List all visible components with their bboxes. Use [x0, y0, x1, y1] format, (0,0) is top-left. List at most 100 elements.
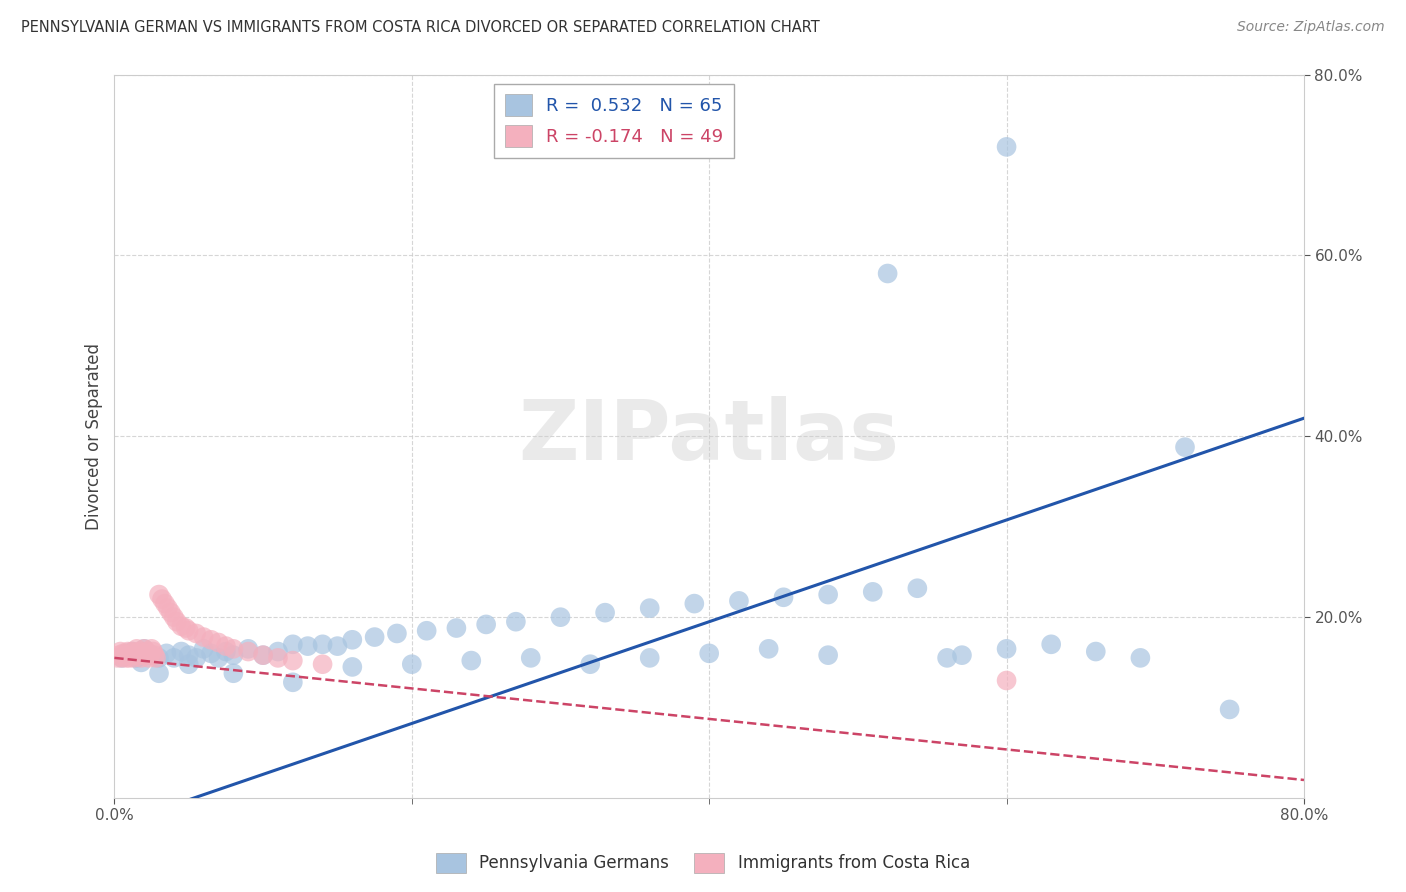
- Point: [505, 615, 527, 629]
- Point: [252, 648, 274, 662]
- Point: [163, 651, 186, 665]
- Point: [163, 610, 186, 624]
- Point: [111, 651, 134, 665]
- Point: [142, 644, 165, 658]
- Point: [905, 581, 928, 595]
- Legend: Pennsylvania Germans, Immigrants from Costa Rica: Pennsylvania Germans, Immigrants from Co…: [429, 847, 977, 880]
- Point: [148, 666, 170, 681]
- Point: [177, 657, 200, 672]
- Point: [127, 644, 149, 658]
- Point: [150, 592, 173, 607]
- Point: [134, 641, 156, 656]
- Point: [129, 656, 152, 670]
- Point: [446, 621, 468, 635]
- Point: [193, 641, 215, 656]
- Point: [1219, 702, 1241, 716]
- Point: [215, 644, 238, 658]
- Text: ZIPatlas: ZIPatlas: [519, 396, 900, 477]
- Point: [281, 675, 304, 690]
- Point: [207, 651, 229, 665]
- Text: PENNSYLVANIA GERMAN VS IMMIGRANTS FROM COSTA RICA DIVORCED OR SEPARATED CORRELAT: PENNSYLVANIA GERMAN VS IMMIGRANTS FROM C…: [21, 20, 820, 35]
- Point: [995, 673, 1018, 688]
- Point: [862, 585, 884, 599]
- Point: [105, 651, 128, 665]
- Point: [186, 651, 208, 665]
- Point: [385, 626, 408, 640]
- Point: [311, 637, 333, 651]
- Point: [267, 651, 290, 665]
- Point: [772, 591, 794, 605]
- Point: [1084, 644, 1107, 658]
- Point: [111, 651, 134, 665]
- Point: [593, 606, 616, 620]
- Point: [697, 646, 720, 660]
- Point: [936, 651, 959, 665]
- Point: [148, 588, 170, 602]
- Point: [174, 621, 197, 635]
- Point: [115, 651, 138, 665]
- Point: [148, 651, 170, 665]
- Point: [121, 644, 143, 658]
- Point: [758, 641, 780, 656]
- Point: [200, 632, 222, 647]
- Point: [135, 648, 157, 662]
- Point: [460, 654, 482, 668]
- Point: [817, 648, 839, 662]
- Point: [995, 641, 1018, 656]
- Point: [579, 657, 602, 672]
- Point: [141, 641, 163, 656]
- Point: [117, 644, 139, 658]
- Point: [950, 648, 973, 662]
- Point: [166, 615, 188, 629]
- Point: [519, 651, 541, 665]
- Point: [115, 646, 138, 660]
- Point: [297, 639, 319, 653]
- Point: [153, 597, 176, 611]
- Point: [207, 635, 229, 649]
- Point: [1040, 637, 1063, 651]
- Point: [683, 597, 706, 611]
- Point: [222, 666, 245, 681]
- Point: [145, 651, 167, 665]
- Point: [125, 641, 148, 656]
- Point: [728, 594, 751, 608]
- Point: [131, 646, 153, 660]
- Point: [177, 648, 200, 662]
- Point: [114, 648, 136, 662]
- Point: [342, 660, 364, 674]
- Point: [121, 644, 143, 658]
- Point: [550, 610, 572, 624]
- Point: [118, 648, 141, 662]
- Point: [143, 648, 166, 662]
- Point: [128, 648, 150, 662]
- Text: Source: ZipAtlas.com: Source: ZipAtlas.com: [1237, 20, 1385, 34]
- Point: [139, 648, 162, 662]
- Point: [136, 644, 159, 658]
- Point: [281, 654, 304, 668]
- Point: [186, 626, 208, 640]
- Point: [238, 644, 260, 658]
- Point: [415, 624, 437, 638]
- Point: [118, 651, 141, 665]
- Point: [170, 644, 193, 658]
- Point: [326, 639, 349, 653]
- Point: [1174, 440, 1197, 454]
- Point: [141, 648, 163, 662]
- Point: [155, 646, 177, 660]
- Point: [110, 644, 132, 658]
- Point: [638, 601, 661, 615]
- Point: [638, 651, 661, 665]
- Point: [177, 624, 200, 638]
- Point: [160, 606, 183, 620]
- Point: [170, 619, 193, 633]
- Point: [817, 588, 839, 602]
- Point: [193, 630, 215, 644]
- Point: [475, 617, 498, 632]
- Point: [342, 632, 364, 647]
- Point: [311, 657, 333, 672]
- Point: [252, 648, 274, 662]
- Point: [108, 648, 131, 662]
- Point: [222, 641, 245, 656]
- Point: [120, 648, 142, 662]
- Y-axis label: Divorced or Separated: Divorced or Separated: [86, 343, 103, 530]
